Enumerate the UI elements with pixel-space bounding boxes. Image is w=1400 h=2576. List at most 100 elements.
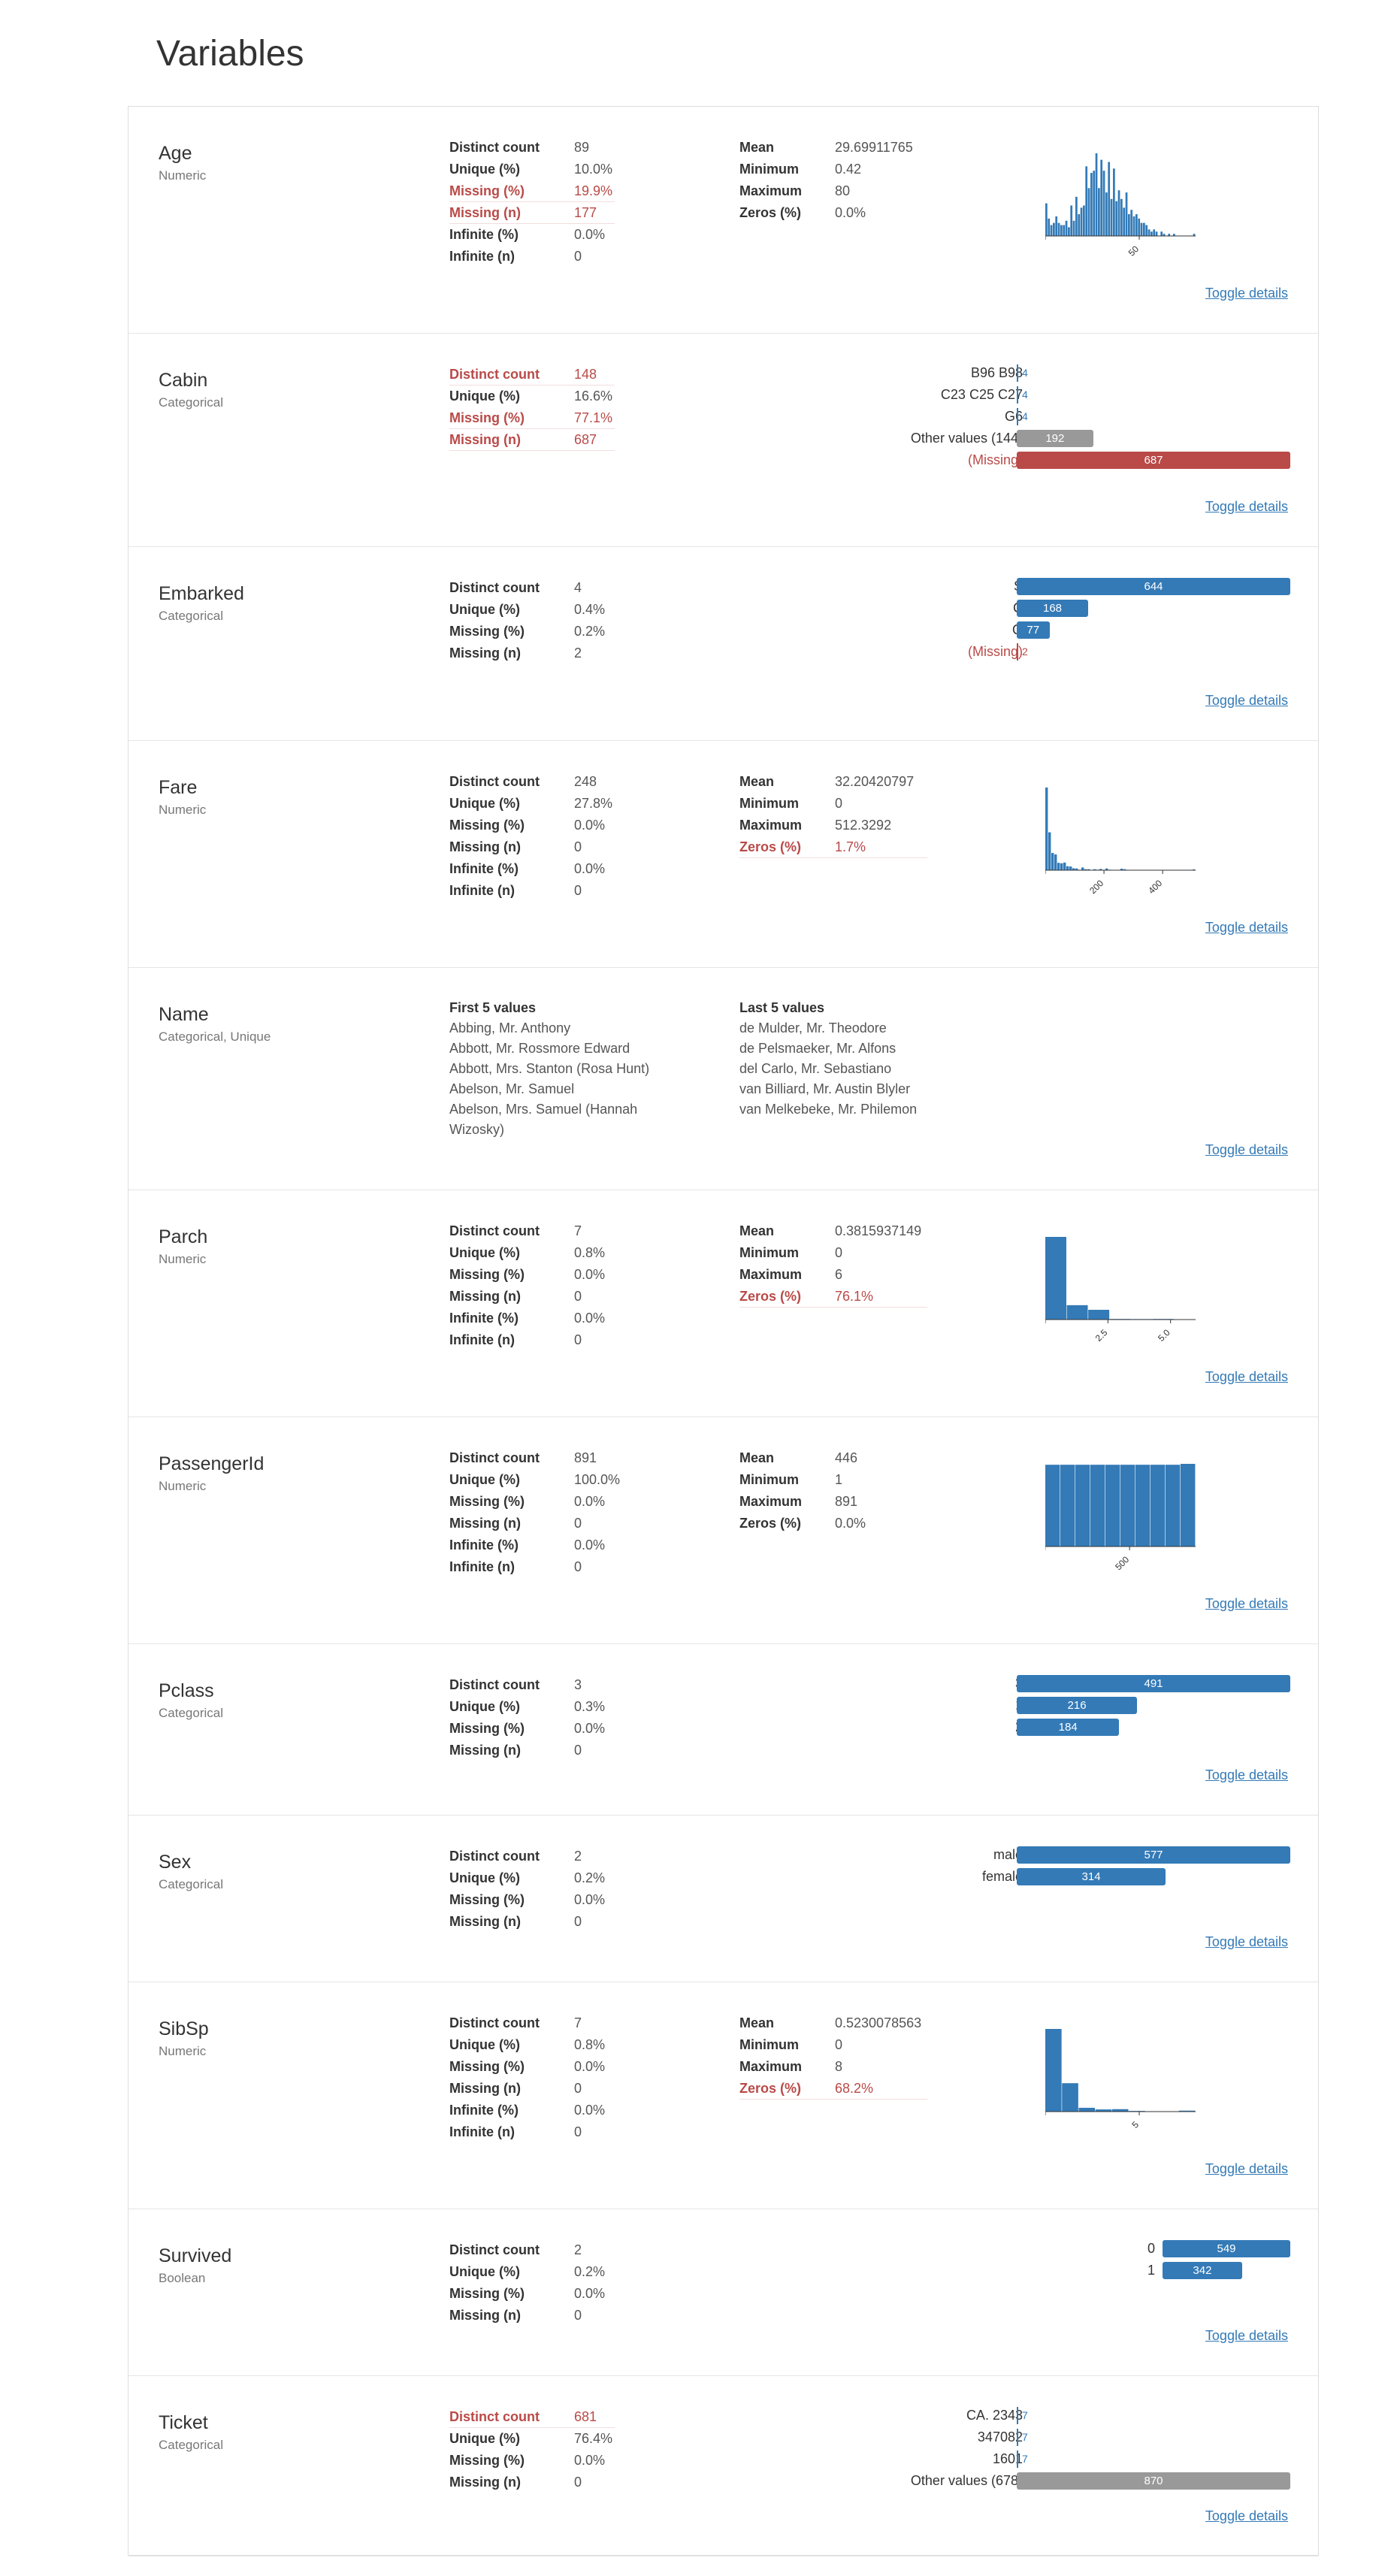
toggle-details-link[interactable]: Toggle details — [1205, 2161, 1288, 2176]
stat-label: Minimum — [739, 796, 799, 811]
stat-label: Infinite (%) — [449, 1537, 519, 1553]
histogram-tick-label: 5 — [1129, 2119, 1141, 2130]
stat-value: 0.2% — [574, 2264, 606, 2279]
stat-row: Missing (n) 0 — [449, 1740, 615, 1761]
histogram-bar — [1093, 171, 1096, 236]
histogram-bar — [1083, 205, 1085, 236]
variable-name: SibSp — [159, 2018, 209, 2039]
toggle-details-link[interactable]: Toggle details — [1205, 1142, 1288, 1157]
stat-value: 0.8% — [574, 1245, 606, 1260]
stat-row: Minimum 0 — [739, 1242, 927, 1264]
stat-row: Distinct count 681 — [449, 2406, 615, 2428]
frequency-label: (Missing) — [967, 452, 1023, 467]
stat-value: 0.5230078563 — [835, 2015, 922, 2030]
stat-value: 0.2% — [574, 624, 606, 639]
first-values-list: First 5 values Abbing, Mr. Anthony Abbott,… — [449, 998, 675, 1140]
stat-label: Zeros (%) — [739, 205, 802, 220]
stat-row: Zeros (%) 0.0% — [739, 1513, 927, 1534]
histogram-bar — [1048, 832, 1051, 870]
list-item: Abbott, Mr. Rossmore Edward — [449, 1041, 630, 1056]
stat-label: Infinite (n) — [449, 249, 515, 264]
toggle-details-link[interactable]: Toggle details — [1205, 1934, 1288, 1949]
stat-value: 891 — [835, 1494, 858, 1509]
stat-row: Minimum 1 — [739, 1469, 927, 1491]
stat-value: 77.1% — [574, 410, 613, 425]
frequency-row: S644 — [129, 577, 1320, 596]
stat-label: Infinite (n) — [449, 2124, 515, 2139]
histogram-bar — [1120, 1465, 1135, 1547]
stat-row: Missing (%) 19.9% — [449, 180, 615, 202]
stat-label: Missing (%) — [449, 1721, 525, 1736]
stat-label: Minimum — [739, 162, 799, 177]
stat-label: Distinct count — [449, 1450, 540, 1465]
stat-row: Unique (%) 16.6% — [449, 385, 615, 407]
stat-value: 0 — [574, 2475, 582, 2490]
stat-value: 16.6% — [574, 389, 613, 404]
frequency-row: Other values (678) 870 — [129, 2472, 1320, 2490]
frequency-label: Q — [752, 621, 1023, 639]
histogram-tick-label: 0 — [1045, 1554, 1047, 1565]
list-item: Abelson, Mr. Samuel — [449, 1081, 575, 1096]
stat-label: Zeros (%) — [739, 1289, 802, 1304]
stat-row: Missing (%) 77.1% — [449, 407, 615, 429]
stat-row: Distinct count 2 — [449, 2239, 615, 2261]
histogram-tick-label: 0.0 — [1045, 1327, 1047, 1344]
stat-row: Missing (%) 0.0% — [449, 1718, 615, 1740]
histogram-bar — [1063, 225, 1066, 236]
stat-row: Missing (%) 0.0% — [449, 1889, 615, 1911]
histogram-bar — [1132, 216, 1135, 236]
histogram-bar — [1111, 2109, 1129, 2112]
stat-row: Unique (%) 0.8% — [449, 1242, 615, 1264]
variable-name: Cabin — [159, 370, 208, 391]
stat-value: 0.0% — [574, 227, 606, 242]
frequency-bar: 491 — [1017, 1675, 1290, 1692]
variables-panel: Age Numeric Distinct count 89 Unique (%) 10.0… — [128, 106, 1319, 2556]
histogram-bar — [1057, 222, 1060, 236]
stat-value: 76.1% — [835, 1289, 874, 1304]
toggle-details-link[interactable]: Toggle details — [1205, 1369, 1288, 1384]
stat-row: Missing (%) 0.0% — [449, 815, 615, 836]
list-item: van Melkebeke, Mr. Philemon — [739, 1102, 918, 1117]
frequency-bar: 168 — [1017, 600, 1088, 617]
toggle-details-link[interactable]: Toggle details — [1205, 1596, 1288, 1611]
variable-row-cabin: Cabin Categorical Distinct count 148 Unique … — [129, 334, 1318, 547]
histogram-bar — [1140, 222, 1143, 236]
toggle-details-link[interactable]: Toggle details — [1205, 499, 1288, 514]
toggle-details-link[interactable]: Toggle details — [1205, 2328, 1288, 2343]
stat-row: Distinct count 891 — [449, 1447, 615, 1469]
frequency-bar: 184 — [1017, 1719, 1120, 1736]
stat-label: Distinct count — [449, 367, 540, 382]
stat-row: Unique (%) 76.4% — [449, 2428, 615, 2450]
frequency-label: 2 — [752, 1718, 1023, 1737]
histogram-bar — [1153, 229, 1156, 236]
toggle-details-link[interactable]: Toggle details — [1205, 693, 1288, 708]
frequency-row: C23 C25 C27 4 — [129, 385, 1320, 404]
stat-value: 0.0% — [574, 1721, 606, 1736]
stat-label: Missing (n) — [449, 646, 521, 661]
histogram-bar — [1178, 2110, 1196, 2112]
toggle-details-link[interactable]: Toggle details — [1205, 920, 1288, 935]
histogram-bar — [1143, 222, 1145, 236]
stat-value: 0.4% — [574, 602, 606, 617]
toggle-details-link[interactable]: Toggle details — [1205, 286, 1288, 301]
histogram-bar — [1075, 868, 1078, 870]
stat-value: 0 — [835, 1245, 843, 1260]
toggle-details-link[interactable]: Toggle details — [1205, 2508, 1288, 2523]
stat-row: Mean 32.20420797 — [739, 771, 927, 793]
toggle-details-link[interactable]: Toggle details — [1205, 1767, 1288, 1782]
stat-row: Unique (%) 0.2% — [449, 1867, 615, 1889]
stat-row: Infinite (%) 0.0% — [449, 1308, 615, 1329]
stat-value: 1 — [835, 1472, 843, 1487]
histogram-bar — [1070, 205, 1073, 236]
stat-label: Missing (%) — [449, 818, 525, 833]
variable-name: Embarked — [159, 583, 244, 604]
stat-row: Distinct count 4 — [449, 577, 615, 599]
histogram-bar — [1066, 1305, 1088, 1320]
histogram-bar — [1060, 1465, 1075, 1547]
stat-label: Distinct count — [449, 2242, 540, 2257]
histogram-bar — [1090, 1465, 1105, 1547]
variable-row-pclass: Pclass Categorical Distinct count 3 Unique (… — [129, 1644, 1318, 1816]
stat-value: 1.7% — [835, 839, 866, 854]
stat-row: Maximum 512.3292 — [739, 815, 927, 836]
stat-value: 4 — [574, 580, 582, 595]
